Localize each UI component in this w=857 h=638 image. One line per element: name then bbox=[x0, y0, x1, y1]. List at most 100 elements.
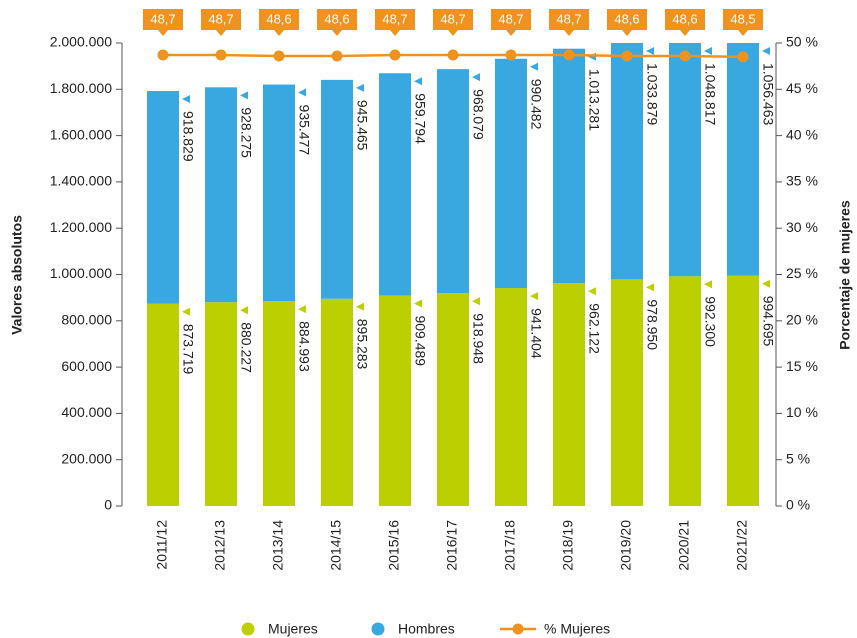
data-label: 1.048.817 bbox=[702, 63, 718, 125]
y-tick-label: 1.800.000 bbox=[50, 80, 112, 96]
data-label: 945.465 bbox=[354, 100, 370, 151]
data-label: 1.013.281 bbox=[586, 69, 602, 131]
bar-segment bbox=[553, 283, 585, 506]
point-label: 48,6 bbox=[614, 11, 639, 26]
data-label: 884.993 bbox=[296, 321, 312, 372]
line-point bbox=[679, 50, 691, 62]
line-point bbox=[273, 50, 285, 62]
bar-segment bbox=[379, 73, 411, 296]
label-pointer bbox=[704, 280, 712, 289]
line-point bbox=[389, 49, 401, 61]
label-pointer bbox=[356, 83, 364, 92]
legend-label: Mujeres bbox=[268, 621, 318, 637]
label-pointer bbox=[762, 279, 770, 288]
y2-tick-label: 50 % bbox=[786, 34, 818, 50]
bar-segment bbox=[495, 288, 527, 506]
y2-tick-label: 30 % bbox=[786, 219, 818, 235]
line-point bbox=[447, 49, 459, 61]
label-pointer bbox=[588, 287, 596, 296]
bar-segment bbox=[727, 43, 759, 276]
bar-segment bbox=[263, 84, 295, 302]
label-pointer bbox=[762, 47, 770, 55]
bar-segment bbox=[263, 301, 295, 506]
x-tick-label: 2012/13 bbox=[212, 520, 228, 571]
label-pointer bbox=[414, 77, 422, 86]
bar-segment bbox=[205, 87, 237, 303]
data-label: 928.275 bbox=[238, 107, 254, 158]
label-pointer bbox=[646, 283, 654, 292]
line-point bbox=[157, 49, 169, 61]
point-label: 48,6 bbox=[672, 11, 697, 26]
line-point bbox=[621, 50, 633, 62]
label-pointer bbox=[530, 292, 538, 301]
point-label-box bbox=[433, 9, 473, 36]
point-label-box bbox=[665, 9, 705, 36]
label-pointer bbox=[646, 47, 654, 55]
label-pointer bbox=[414, 299, 422, 308]
y2-axis-title: Porcentaje de mujeres bbox=[837, 200, 853, 350]
label-pointer bbox=[472, 297, 480, 306]
data-label: 880.227 bbox=[238, 322, 254, 373]
point-label: 48,5 bbox=[730, 11, 755, 26]
data-label: 941.404 bbox=[528, 308, 544, 359]
data-label: 968.079 bbox=[470, 89, 486, 140]
label-pointer bbox=[472, 73, 480, 82]
y2-tick-label: 20 % bbox=[786, 312, 818, 328]
bar-segment bbox=[437, 293, 469, 506]
line-point bbox=[505, 49, 517, 61]
line-point bbox=[215, 49, 227, 61]
point-label: 48,7 bbox=[556, 11, 581, 26]
data-label: 990.482 bbox=[528, 79, 544, 130]
label-pointer bbox=[240, 306, 248, 315]
point-label-box bbox=[723, 9, 763, 36]
label-pointer bbox=[298, 88, 306, 97]
point-label: 48,7 bbox=[208, 11, 233, 26]
y-tick-label: 1.600.000 bbox=[50, 126, 112, 142]
line-point bbox=[737, 51, 749, 63]
label-pointer bbox=[704, 47, 712, 55]
label-pointer bbox=[182, 95, 190, 104]
data-label: 959.794 bbox=[412, 93, 428, 144]
bar-segment bbox=[437, 69, 469, 294]
label-pointer bbox=[530, 62, 538, 71]
bars bbox=[147, 43, 759, 506]
bar-segment bbox=[669, 276, 701, 506]
legend-label: % Mujeres bbox=[544, 621, 610, 637]
point-label-box bbox=[201, 9, 241, 36]
data-label: 1.056.463 bbox=[760, 63, 776, 125]
point-label-box bbox=[317, 9, 357, 36]
y2-tick-label: 0 % bbox=[786, 497, 810, 513]
y-tick-label: 1.400.000 bbox=[50, 173, 112, 189]
legend-label: Hombres bbox=[398, 621, 455, 637]
y-axis-title: Valores absolutos bbox=[9, 215, 25, 335]
data-label: 895.283 bbox=[354, 319, 370, 370]
point-label-box bbox=[259, 9, 299, 36]
y2-tick-label: 40 % bbox=[786, 126, 818, 142]
bar-segment bbox=[147, 91, 179, 304]
legend-marker bbox=[371, 622, 385, 636]
point-label-box bbox=[549, 9, 589, 36]
y2-tick-label: 35 % bbox=[786, 173, 818, 189]
point-label: 48,6 bbox=[324, 11, 349, 26]
label-pointer bbox=[182, 307, 190, 316]
data-label: 918.948 bbox=[470, 313, 486, 364]
point-label-box bbox=[491, 9, 531, 36]
point-label: 48,6 bbox=[266, 11, 291, 26]
bar-segment bbox=[495, 58, 527, 289]
y2-tick-label: 10 % bbox=[786, 404, 818, 420]
point-label: 48,7 bbox=[498, 11, 523, 26]
y2-tick-label: 45 % bbox=[786, 80, 818, 96]
x-tick-label: 2016/17 bbox=[444, 520, 460, 571]
bar-segment bbox=[669, 43, 701, 277]
x-tick-label: 2011/12 bbox=[154, 520, 170, 570]
label-pointer bbox=[298, 305, 306, 314]
data-label: 978.950 bbox=[644, 299, 660, 350]
y2-tick-label: 15 % bbox=[786, 358, 818, 374]
y-tick-label: 800.000 bbox=[61, 312, 112, 328]
y-tick-label: 400.000 bbox=[61, 404, 112, 420]
legend-marker bbox=[241, 622, 255, 636]
x-tick-label: 2015/16 bbox=[386, 520, 402, 571]
data-label: 992.300 bbox=[702, 296, 718, 347]
data-label: 909.489 bbox=[412, 315, 428, 366]
data-label: 994.695 bbox=[760, 296, 776, 347]
